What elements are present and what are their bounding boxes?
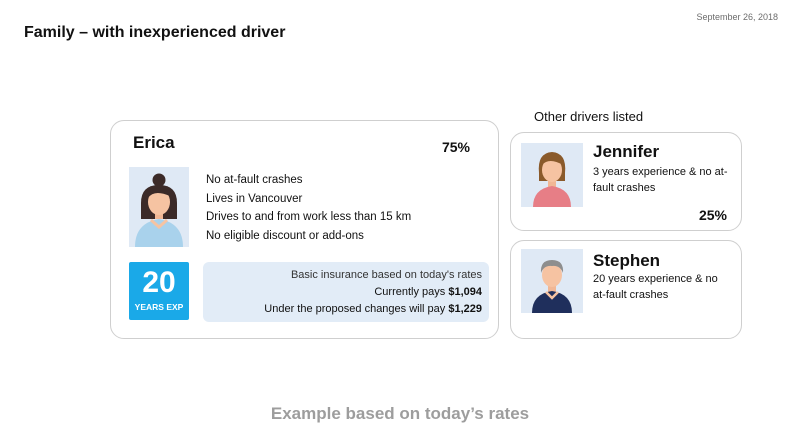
proposed-rate-amount: $1,229 xyxy=(448,303,482,315)
other-drivers-heading: Other drivers listed xyxy=(534,109,644,124)
experience-label: YEARS EXP xyxy=(134,302,184,312)
other-driver-card: Stephen 20 years experience & no at-faul… xyxy=(510,240,742,339)
other-driver-card: Jennifer 3 years experience & no at-faul… xyxy=(510,132,742,231)
experience-years: 20 xyxy=(142,266,176,299)
current-rate-label: Currently pays xyxy=(374,286,449,298)
driver-details: No at-fault crashes Lives in Vancouver D… xyxy=(206,171,411,245)
driver-name: Stephen xyxy=(593,251,661,270)
driver-share: 75% xyxy=(441,139,470,155)
driver-share: 25% xyxy=(698,207,727,223)
girl-avatar-icon xyxy=(521,143,583,207)
detail-crashes: No at-fault crashes xyxy=(206,174,303,186)
current-rate: Currently pays $1,094 xyxy=(203,284,482,301)
woman-avatar-icon xyxy=(129,167,189,247)
experience-badge: 20 YEARS EXP xyxy=(129,262,189,320)
proposed-rate-label: Under the proposed changes will pay xyxy=(264,303,449,315)
detail-commute: Drives to and from work less than 15 km xyxy=(206,211,412,223)
rates-heading: Basic insurance based on today's rates xyxy=(290,269,482,281)
rates-box: Basic insurance based on today's rates C… xyxy=(203,262,489,322)
driver-description: 20 years experience & no at-fault crashe… xyxy=(593,273,718,301)
driver-description: 3 years experience & no at-fault crashes xyxy=(593,166,728,194)
driver-name: Erica xyxy=(133,133,175,152)
detail-location: Lives in Vancouver xyxy=(206,192,303,205)
proposed-rate: Under the proposed changes will pay $1,2… xyxy=(203,301,482,318)
driver-name: Jennifer xyxy=(593,142,660,161)
detail-discounts: No eligible discount or add-ons xyxy=(206,229,364,242)
current-rate-amount: $1,094 xyxy=(448,286,482,298)
date-label: September 26, 2018 xyxy=(696,12,778,22)
footer-caption: Example based on today’s rates xyxy=(270,404,530,423)
man-avatar-icon xyxy=(521,249,583,313)
page-title: Family – with inexperienced driver xyxy=(24,24,286,41)
main-driver-card: Erica 75% No at-fault crashes Lives in V… xyxy=(110,120,499,339)
